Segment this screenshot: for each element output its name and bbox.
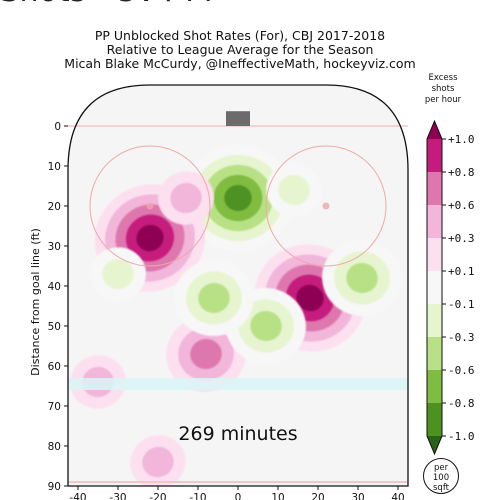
colorbar-title-line-3: per hour (424, 95, 462, 105)
colorbar-label-7: -0.6 (448, 364, 475, 377)
colorbar-title-line-2: shots (431, 84, 455, 94)
colorbar-label-2: +0.6 (448, 199, 475, 212)
y-tick-label-0: 0 (54, 121, 61, 133)
per-unit-line-2: 100 (432, 473, 450, 483)
faceoff-circle-left (89, 145, 211, 267)
rink-boards (67, 84, 409, 487)
y-tick-label-1: 10 (48, 161, 61, 173)
colorbar-band-8 (427, 370, 442, 403)
heat-contour-1-4 (296, 284, 324, 312)
colorbar-label-3: +0.3 (448, 232, 475, 245)
colorbar-title-line-1: Excess (428, 73, 458, 83)
colorbar-label-6: -0.3 (448, 331, 475, 344)
heat-contour-10-1 (142, 446, 174, 478)
goal-net (226, 111, 250, 126)
per-unit-line-1: per (433, 463, 449, 473)
colorbar-label-1: +0.8 (448, 166, 475, 179)
y-tick-label-8: 80 (48, 441, 61, 453)
y-tick-label-5: 50 (48, 321, 61, 333)
blue-line (68, 378, 408, 390)
colorbar-label-4: +0.1 (448, 265, 475, 278)
chart-title-line-2: Relative to League Average for the Seaso… (106, 42, 374, 57)
colorbar-band-0 (427, 121, 442, 139)
faceoff-dot-left (146, 202, 154, 210)
colorbar-label-9: -1.0 (448, 430, 475, 443)
colorbar-band-4 (427, 238, 442, 271)
heat-contour-2-4 (136, 224, 164, 252)
heat-contour-8-1 (102, 258, 134, 290)
y-tick-label-6: 60 (48, 361, 61, 373)
y-axis-label: Distance from goal line (ft) (29, 228, 42, 376)
x-tick-label-5: 10 (271, 492, 284, 500)
per-unit-line-3: sqft (433, 483, 449, 493)
colorbar-label-5: -0.1 (448, 298, 475, 311)
colorbar-band-1 (427, 139, 442, 172)
colorbar-band-6 (427, 304, 442, 337)
faceoff-circle-right (265, 145, 387, 267)
x-tick-label-3: -10 (189, 492, 206, 500)
chart-title-line-3: Micah Blake McCurdy, @IneffectiveMath, h… (64, 56, 416, 71)
heat-contour-3-1 (170, 182, 202, 214)
chart-title-line-1: PP Unblocked Shot Rates (For), CBJ 2017-… (94, 28, 386, 43)
x-tick-label-0: -40 (69, 492, 86, 500)
y-tick-label-4: 40 (48, 281, 61, 293)
colorbar-band-5 (427, 271, 442, 304)
colorbar-band-9 (427, 403, 442, 436)
colorbar-label-0: +1.0 (448, 133, 475, 146)
colorbar-label-8: -0.8 (448, 397, 475, 410)
per-unit-badge: per 100 sqft (423, 458, 459, 494)
heat-contour-5-2 (190, 338, 222, 370)
colorbar-band-10 (427, 436, 442, 454)
heat-contour-4-1 (278, 174, 310, 206)
colorbar-band-7 (427, 337, 442, 370)
heat-contour-7-2 (250, 310, 282, 342)
heat-contour-0-4 (224, 185, 252, 211)
y-tick-label-3: 30 (48, 241, 61, 253)
y-tick-label-7: 70 (48, 401, 61, 413)
minutes-annotation: 269 minutes (178, 423, 297, 445)
x-tick-label-7: 30 (351, 492, 364, 500)
x-tick-label-8: 40 (391, 492, 404, 500)
heat-contour-6-2 (346, 262, 378, 294)
y-tick-label-9: 90 (48, 481, 61, 493)
heat-contour-11-2 (198, 282, 230, 314)
x-tick-label-2: -20 (149, 492, 166, 500)
page-title: Shots - 5v4 PP (0, 0, 222, 9)
y-tick-label-2: 20 (48, 201, 61, 213)
x-tick-label-6: 20 (311, 492, 324, 500)
x-tick-label-1: -30 (109, 492, 126, 500)
colorbar-band-3 (427, 205, 442, 238)
colorbar-band-2 (427, 172, 442, 205)
faceoff-dot-right (322, 202, 330, 210)
x-tick-label-4: 0 (235, 492, 242, 500)
